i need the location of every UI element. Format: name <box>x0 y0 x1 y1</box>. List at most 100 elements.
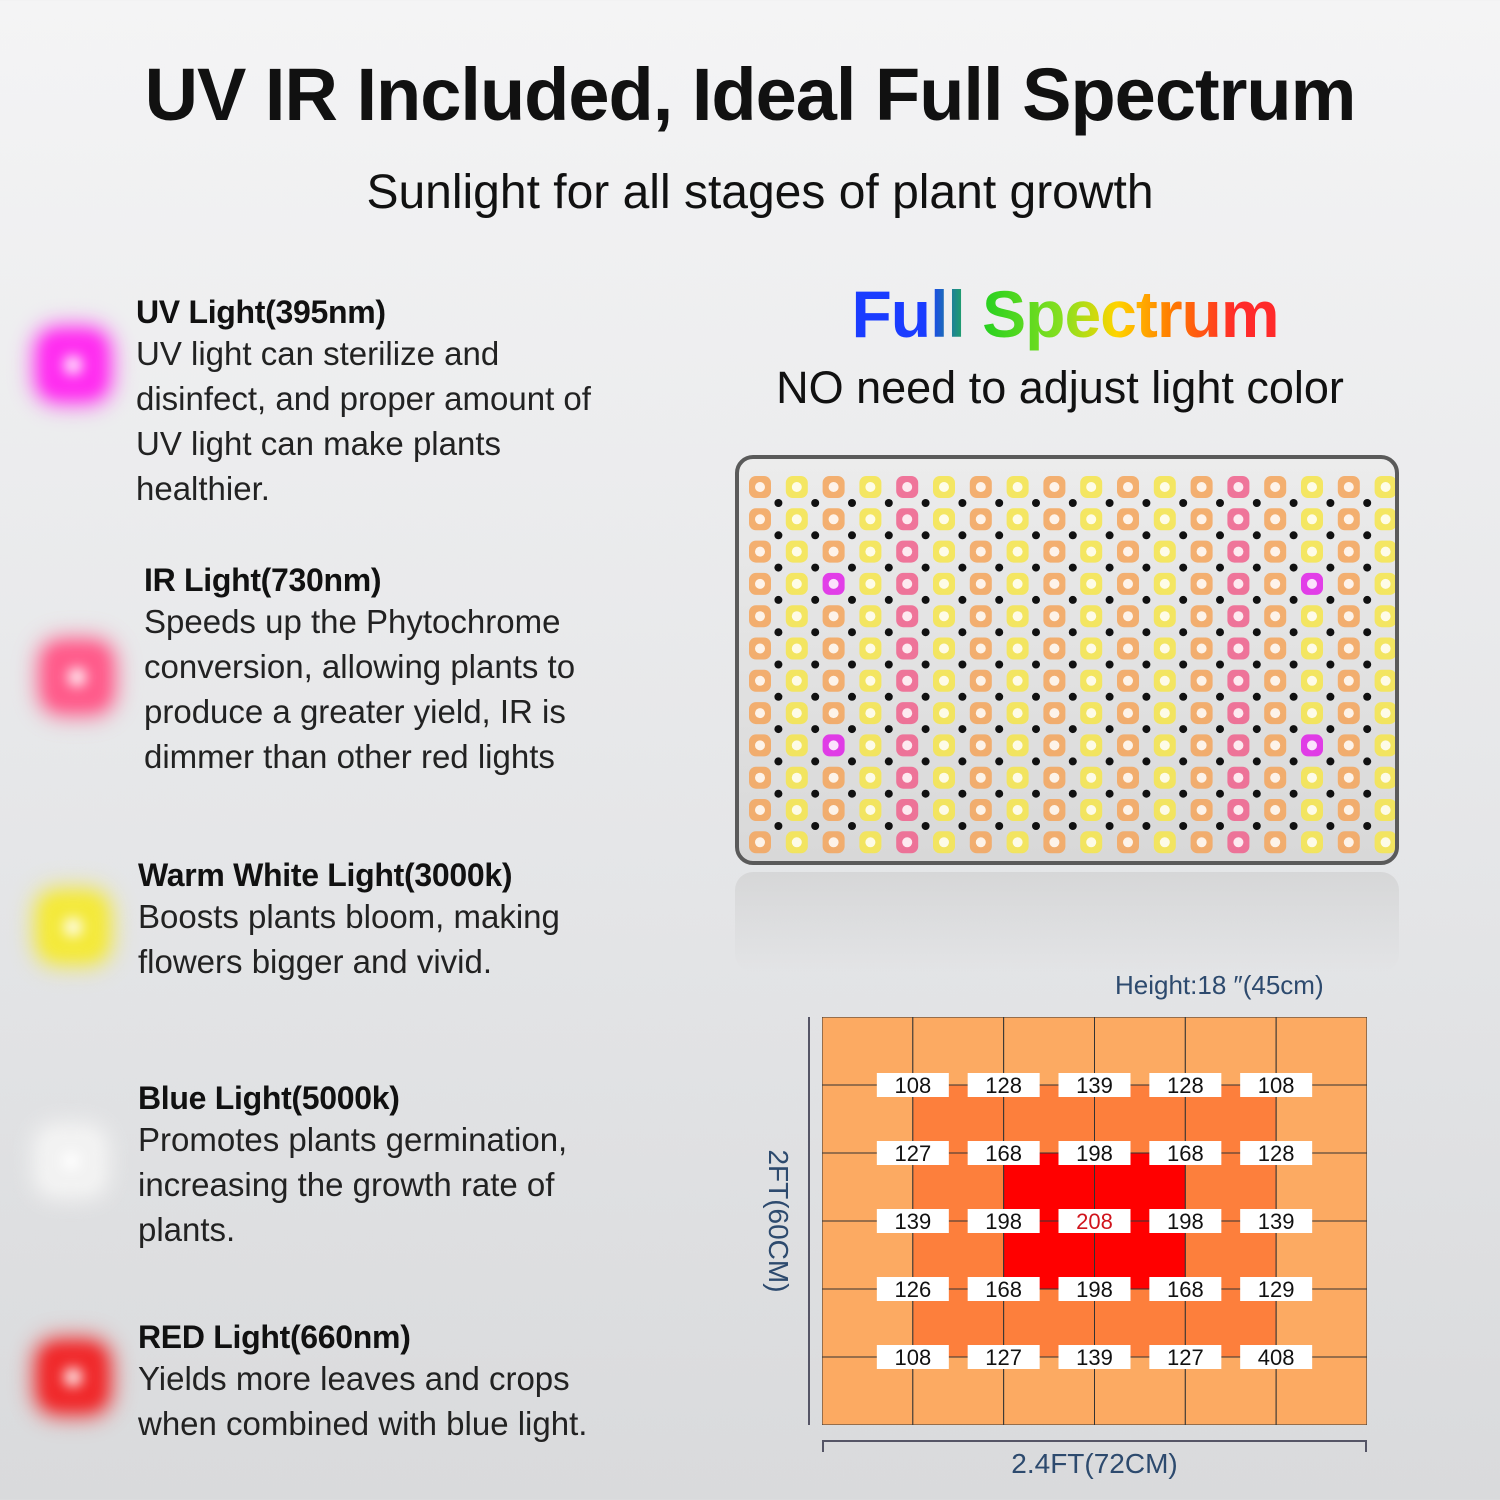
feature-text: Promotes plants germination, increasing … <box>138 1121 568 1248</box>
vent-hole <box>921 595 930 604</box>
vent-hole <box>848 499 856 507</box>
ppfd-value-box <box>876 1345 949 1369</box>
vent-hole <box>1363 822 1372 830</box>
vent-hole <box>995 822 1004 830</box>
vent-hole <box>1142 563 1151 572</box>
vent-hole <box>774 660 783 669</box>
vent-hole <box>811 628 820 637</box>
vent-hole <box>774 595 783 604</box>
ppfd-value: 129 <box>1258 1277 1295 1302</box>
vent-hole <box>995 660 1004 669</box>
vent-hole <box>1142 628 1151 637</box>
vent-hole <box>1179 725 1188 734</box>
vent-hole <box>1216 628 1224 637</box>
warm-white-led-icon <box>42 896 104 958</box>
vent-hole <box>811 692 820 701</box>
vent-hole <box>1252 563 1261 572</box>
vent-hole <box>884 595 893 604</box>
vent-hole <box>1216 660 1224 669</box>
vent-hole <box>1068 757 1077 766</box>
ppfd-value-box <box>1240 1141 1313 1165</box>
vent-hole <box>848 789 856 798</box>
vent-hole <box>1252 499 1261 507</box>
vent-hole <box>1032 595 1040 604</box>
vent-hole <box>1326 822 1335 830</box>
vent-hole <box>1363 499 1372 507</box>
vent-hole <box>1105 595 1114 604</box>
vent-hole <box>884 789 893 798</box>
vent-hole <box>1216 692 1224 701</box>
vent-hole <box>1216 563 1224 572</box>
vent-hole <box>1326 499 1335 507</box>
vent-hole <box>1252 660 1261 669</box>
vent-hole <box>995 595 1004 604</box>
ppfd-value-box <box>876 1277 949 1301</box>
vent-hole <box>1105 789 1114 798</box>
vent-hole <box>774 628 783 637</box>
vent-hole <box>1032 822 1040 830</box>
ppfd-value: 139 <box>1076 1073 1113 1098</box>
vent-hole <box>921 499 930 507</box>
vent-hole <box>1032 563 1040 572</box>
ppfd-value: 139 <box>1258 1209 1295 1234</box>
vent-hole <box>1032 789 1040 798</box>
vent-hole <box>1105 628 1114 637</box>
vent-hole <box>1068 789 1077 798</box>
panel-reflection <box>735 872 1399 972</box>
vent-hole <box>1252 725 1261 734</box>
vent-hole <box>1142 531 1151 540</box>
vent-hole <box>1179 628 1188 637</box>
vent-hole <box>1216 595 1224 604</box>
vent-hole <box>1289 499 1298 507</box>
ppfd-value: 198 <box>985 1209 1022 1234</box>
vent-hole <box>811 531 820 540</box>
vent-hole <box>1142 595 1151 604</box>
vent-hole <box>1363 725 1372 734</box>
vent-hole <box>884 692 893 701</box>
vent-hole <box>811 660 820 669</box>
vent-hole <box>1289 595 1298 604</box>
vent-hole <box>884 531 893 540</box>
vent-hole <box>995 499 1004 507</box>
vent-hole <box>958 822 967 830</box>
vent-hole <box>958 563 967 572</box>
vent-hole <box>1068 563 1077 572</box>
vent-hole <box>1032 725 1040 734</box>
vent-hole <box>1179 822 1188 830</box>
led-panel-image <box>735 455 1399 865</box>
vent-hole <box>1068 531 1077 540</box>
vent-hole <box>1252 822 1261 830</box>
vent-hole <box>848 660 856 669</box>
ppfd-value-box <box>1149 1345 1222 1369</box>
ppfd-value: 198 <box>1076 1277 1113 1302</box>
vent-hole <box>1363 563 1372 572</box>
vent-hole <box>1216 725 1224 734</box>
vent-hole <box>1068 692 1077 701</box>
vent-hole <box>1289 692 1298 701</box>
vent-hole <box>1289 822 1298 830</box>
feature-title: Warm White Light(3000k) <box>138 857 513 893</box>
vent-hole <box>884 757 893 766</box>
vent-hole <box>811 499 820 507</box>
vent-hole <box>811 595 820 604</box>
ppfd-value-box <box>1058 1209 1131 1233</box>
vent-hole <box>1216 499 1224 507</box>
vent-hole <box>1216 757 1224 766</box>
ppfd-value: 168 <box>1167 1141 1204 1166</box>
vent-hole <box>848 628 856 637</box>
vent-hole <box>848 692 856 701</box>
ppfd-value-box <box>967 1141 1040 1165</box>
ppfd-value: 208 <box>1076 1209 1113 1234</box>
full-spectrum-text: Full Spectrum <box>851 277 1279 351</box>
feature-text: Yields more leaves and crops when combin… <box>138 1360 588 1442</box>
vent-hole <box>884 563 893 572</box>
vent-hole <box>1032 499 1040 507</box>
vent-hole <box>1252 789 1261 798</box>
vent-hole <box>1142 789 1151 798</box>
vent-hole <box>848 531 856 540</box>
ppfd-value: 127 <box>985 1345 1022 1370</box>
vent-hole <box>1142 822 1151 830</box>
vent-hole <box>921 563 930 572</box>
vent-hole <box>995 789 1004 798</box>
vent-hole <box>921 531 930 540</box>
